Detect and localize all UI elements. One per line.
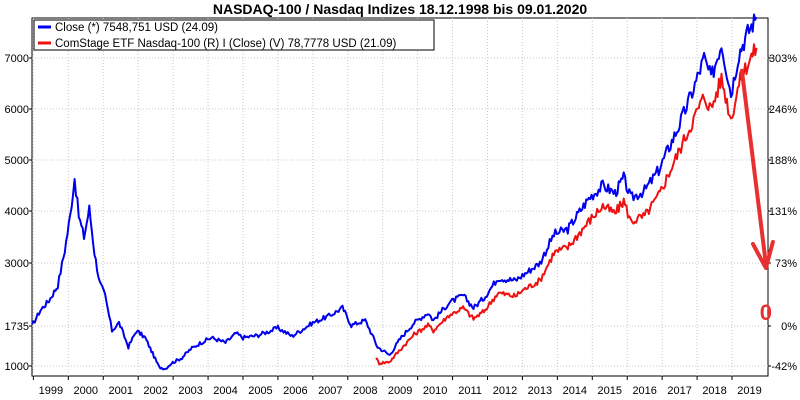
y-axis-right: -42% 0% 73% 131% 188% 246% 303% <box>769 53 797 373</box>
x-tick-label: 2017 <box>667 385 691 397</box>
series-line-etf <box>375 43 758 366</box>
series-layer <box>31 13 758 371</box>
x-tick-label: 2010 <box>423 385 447 397</box>
x-tick-label: 2001 <box>108 385 132 397</box>
y-tick-label-left: 6000 <box>5 104 29 116</box>
chart-title: NASDAQ-100 / Nasdaq Indizes 18.12.1998 b… <box>212 1 588 17</box>
x-tick-label: 2005 <box>248 385 272 397</box>
x-tick-label: 2007 <box>318 385 342 397</box>
tick-marks <box>29 57 771 380</box>
y-tick-label-right: -42% <box>771 361 797 373</box>
y-tick-label-left: 1000 <box>5 361 29 373</box>
y-tick-label-left: 3000 <box>5 258 29 270</box>
annotation-arrow-shaft <box>739 68 768 266</box>
y-tick-label-right: 246% <box>769 104 797 116</box>
y-tick-label-left: 1735 <box>5 321 29 333</box>
x-tick-label: 2008 <box>353 385 377 397</box>
y-tick-label-left: 5000 <box>5 155 29 167</box>
x-tick-label: 2009 <box>388 385 412 397</box>
x-tick-label: 2011 <box>458 385 482 397</box>
y-tick-label-right: 131% <box>769 206 797 218</box>
x-tick-label: 2019 <box>737 385 761 397</box>
annotation-arrow-head <box>750 239 775 270</box>
y-tick-label-right: 188% <box>769 155 797 167</box>
legend-label-nasdaq: Close (*) 7548,751 USD (24.09) <box>55 22 218 34</box>
x-tick-label: 2013 <box>528 385 552 397</box>
legend: Close (*) 7548,751 USD (24.09) ComStage … <box>33 19 435 51</box>
series-line-nasdaq <box>31 13 758 371</box>
x-axis: 1999 2000 2001 2002 2003 2004 2005 2006 2007 2008… <box>39 385 762 397</box>
y-tick-label-right: 73% <box>775 258 797 270</box>
annotation-layer: 0 <box>739 68 775 325</box>
y-tick-label-left: 7000 <box>5 53 29 65</box>
x-tick-label: 2004 <box>213 385 237 397</box>
x-tick-label: 2014 <box>563 385 587 397</box>
y-tick-label-left: 4000 <box>5 206 29 218</box>
y-axis-left: 1000 1735 3000 4000 5000 6000 7000 <box>5 53 29 373</box>
plot-area <box>31 17 769 377</box>
x-tick-label: 2000 <box>74 385 98 397</box>
legend-label-etf: ComStage ETF Nasdaq-100 (R) I (Close) (V… <box>55 38 396 50</box>
x-tick-label: 2003 <box>178 385 202 397</box>
x-tick-label: 2012 <box>493 385 517 397</box>
x-tick-label: 2006 <box>283 385 307 397</box>
x-tick-label: 2018 <box>702 385 726 397</box>
x-tick-label: 2016 <box>632 385 656 397</box>
x-tick-label: 1999 <box>39 385 63 397</box>
legend-box <box>33 19 435 51</box>
y-tick-label-right: 0% <box>781 321 797 333</box>
x-tick-label: 2002 <box>143 385 167 397</box>
annotation-text: 0 <box>760 300 772 325</box>
x-tick-label: 2015 <box>598 385 622 397</box>
y-tick-label-right: 303% <box>769 53 797 65</box>
